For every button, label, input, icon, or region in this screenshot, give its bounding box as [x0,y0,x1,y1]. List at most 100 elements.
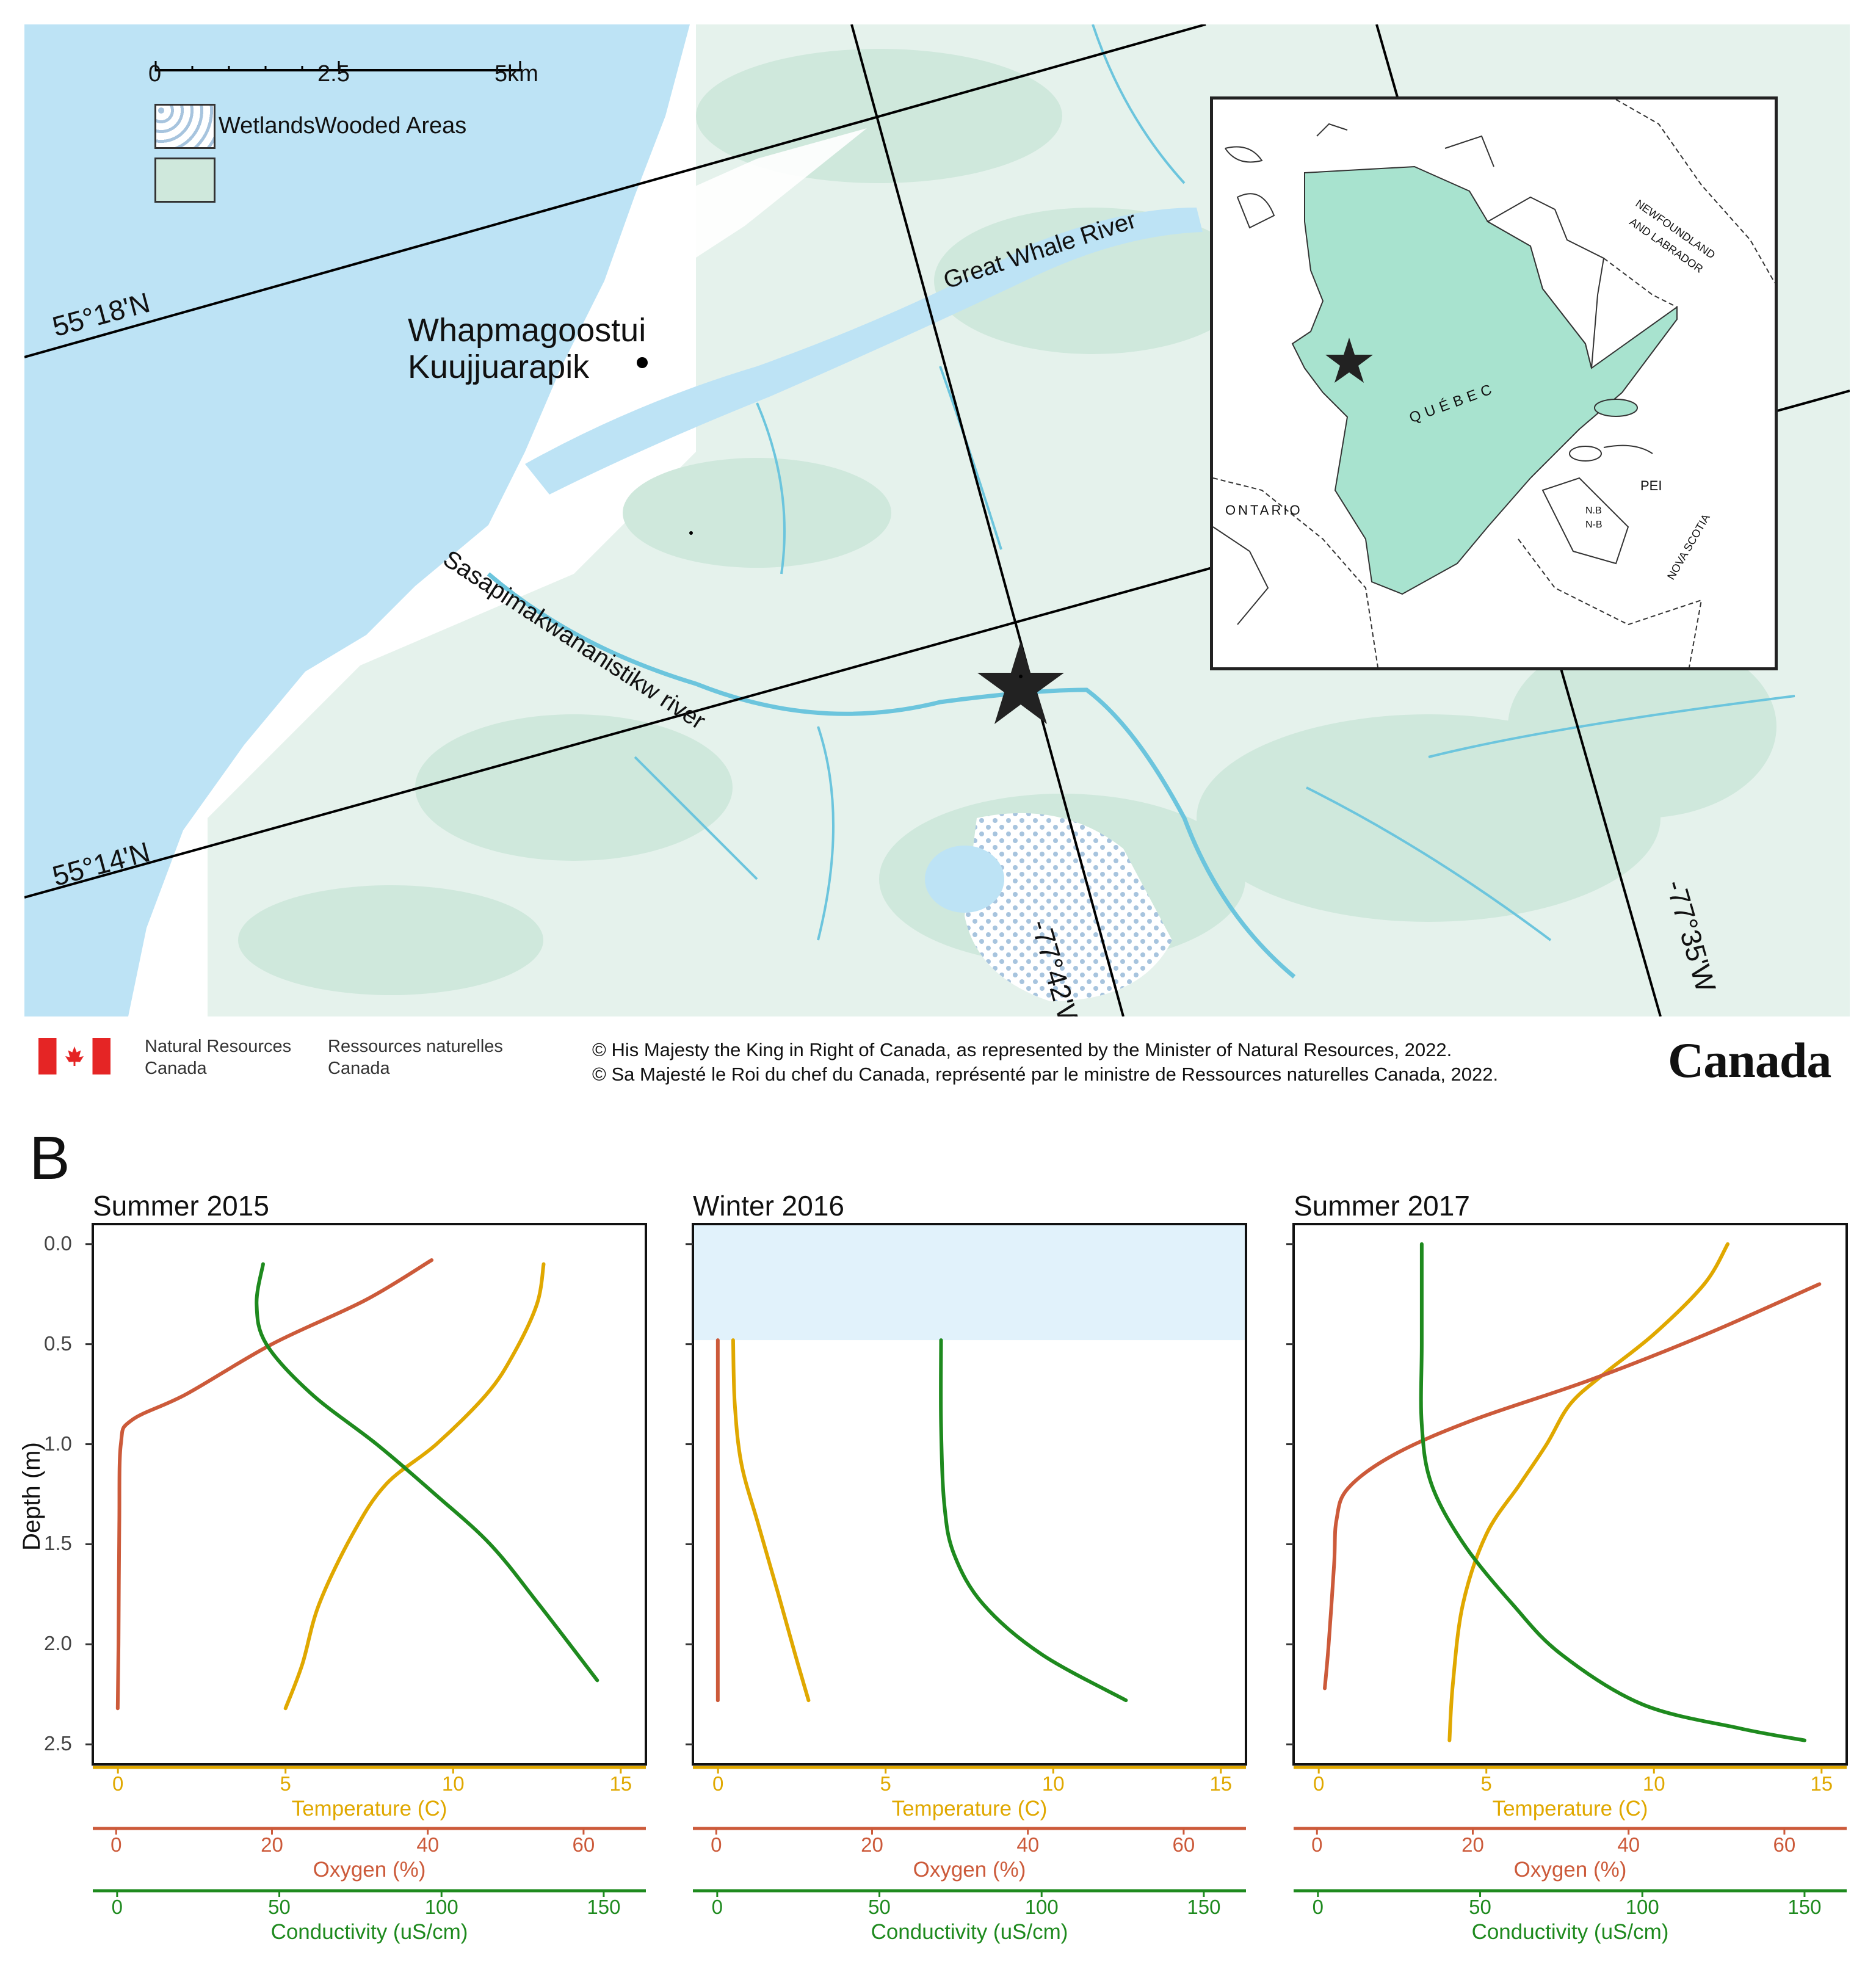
panel-b-letter: B [29,1124,70,1192]
copyright-fr: © Sa Majesté le Roi du chef du Canada, r… [592,1064,1499,1085]
chart-title: Summer 2017 [1294,1190,1470,1222]
town-name-2: Kuujjuarapik [408,349,590,385]
series-line-temperature [731,1338,811,1703]
x-tick-label: 0 [111,1896,123,1918]
series-line-conductivity [255,1262,599,1683]
canada-flag-logo [38,1038,110,1074]
quebec-shape [1291,165,1678,595]
plot-frame [1292,1223,1848,1766]
legend-text: WetlandsWooded Areas [219,113,467,139]
map-panel[interactable]: 0 2.5 5km WetlandsWooded Areas 55°18'N 5… [24,24,1850,1016]
x-axis-label: Oxygen (%) [913,1858,1026,1882]
x-axis-label: Oxygen (%) [313,1858,426,1882]
x-tick-label: 0 [1312,1896,1324,1918]
nrcan-fr-line1: Ressources naturelles [328,1037,503,1056]
x-tick-label: 5 [1480,1772,1492,1795]
x-tick-label: 10 [441,1772,465,1795]
inset-nb-label-2: N-B [1585,520,1603,530]
x-tick-label: 0 [711,1896,723,1918]
x-tick-label: 150 [1187,1896,1221,1918]
series-line-conductivity [939,1338,1128,1703]
x-axis-label: Conductivity (uS/cm) [871,1920,1068,1944]
plot-frame [92,1223,647,1766]
x-tick-label: 50 [868,1896,891,1918]
x-axis-label: Temperature (C) [891,1797,1048,1821]
x-tick-label: 100 [1625,1896,1659,1918]
y-tick-label: 0.0 [44,1231,72,1255]
sasapi-river [487,572,1296,979]
y-tick-label: 0.5 [44,1332,72,1355]
series-line-temperature [1447,1242,1730,1742]
legend-wooded-swatch [154,158,215,203]
x-tick-label: 50 [268,1896,291,1918]
y-tick-label: 2.0 [44,1632,72,1655]
plot-frame [692,1223,1247,1766]
scale-tick-2-5: 2.5 [317,61,350,87]
series-line-conductivity [1419,1242,1806,1742]
canada-wordmark: Canada [1668,1032,1831,1088]
x-axis-label: Conductivity (uS/cm) [270,1920,468,1944]
inset-canvas [1213,100,1775,667]
nrcan-en-line2: Canada [145,1059,207,1078]
x-tick-label: 0 [711,1833,722,1856]
scale-tick-5km: 5km [494,61,538,87]
x-tick-label: 60 [1773,1833,1796,1856]
x-tick-label: 0 [112,1772,124,1795]
x-axis-label: Oxygen (%) [1513,1858,1627,1882]
study-site-star [977,641,1064,724]
x-tick-label: 0 [712,1772,724,1795]
x-tick-label: 40 [1617,1833,1640,1856]
hudson-bay [24,24,690,1016]
x-tick-label: 40 [1016,1833,1040,1856]
wetland-patch [965,813,1172,1001]
chart-title: Winter 2016 [693,1190,845,1222]
x-tick-label: 20 [1461,1833,1484,1856]
chart-title: Summer 2015 [93,1190,269,1222]
y-tick-label: 1.5 [44,1532,72,1555]
x-tick-label: 100 [1024,1896,1059,1918]
series-line-oxygen [115,1258,434,1711]
series-line-oxygen [1323,1282,1822,1690]
inset-pei-label: PEI [1640,478,1662,493]
x-tick-label: 150 [587,1896,621,1918]
x-tick-label: 40 [416,1833,440,1856]
town-name-1: Whapmagoostui [408,312,646,349]
x-tick-label: 15 [1209,1772,1233,1795]
x-axis-label: Temperature (C) [291,1797,447,1821]
x-tick-label: 0 [110,1833,122,1856]
copyright-en: © His Majesty the King in Right of Canad… [592,1039,1452,1060]
ice-cover-band [693,1224,1246,1341]
town-dot [637,357,648,368]
inset-ontario-label: ONTARIO [1225,502,1303,518]
series-line-temperature [283,1262,546,1711]
depth-axis-label: Depth (m) [18,1442,45,1551]
scale-tick-0: 0 [148,61,162,87]
x-tick-label: 20 [861,1833,883,1856]
y-tick-label: 1.0 [44,1432,72,1455]
great-whale-river [525,208,1203,495]
x-axis-label: Temperature (C) [1492,1797,1648,1821]
inset-map[interactable]: QUÉBEC ONTARIO NEWFOUNDLAND AND LABRADOR… [1210,96,1778,670]
x-tick-label: 15 [1810,1772,1833,1795]
x-tick-label: 5 [280,1772,291,1795]
x-axis-label: Conductivity (uS/cm) [1471,1920,1669,1944]
x-tick-label: 5 [880,1772,891,1795]
nrcan-fr-line2: Canada [328,1059,390,1078]
inset-nb-label: N.B [1585,505,1602,516]
x-tick-label: 0 [1311,1833,1323,1856]
x-tick-label: 50 [1469,1896,1491,1918]
x-tick-label: 10 [1642,1772,1665,1795]
legend-wetlands-swatch [154,104,215,149]
x-tick-label: 0 [1313,1772,1325,1795]
x-tick-label: 100 [424,1896,458,1918]
x-tick-label: 60 [572,1833,595,1856]
x-tick-label: 150 [1787,1896,1822,1918]
x-tick-label: 60 [1172,1833,1195,1856]
x-tick-label: 15 [609,1772,632,1795]
x-tick-label: 20 [261,1833,283,1856]
nrcan-en-line1: Natural Resources [145,1037,292,1056]
inset-star [1325,338,1373,383]
y-tick-label: 2.5 [44,1732,72,1755]
inset-borders [1213,100,1775,667]
scale-bar [154,61,521,71]
